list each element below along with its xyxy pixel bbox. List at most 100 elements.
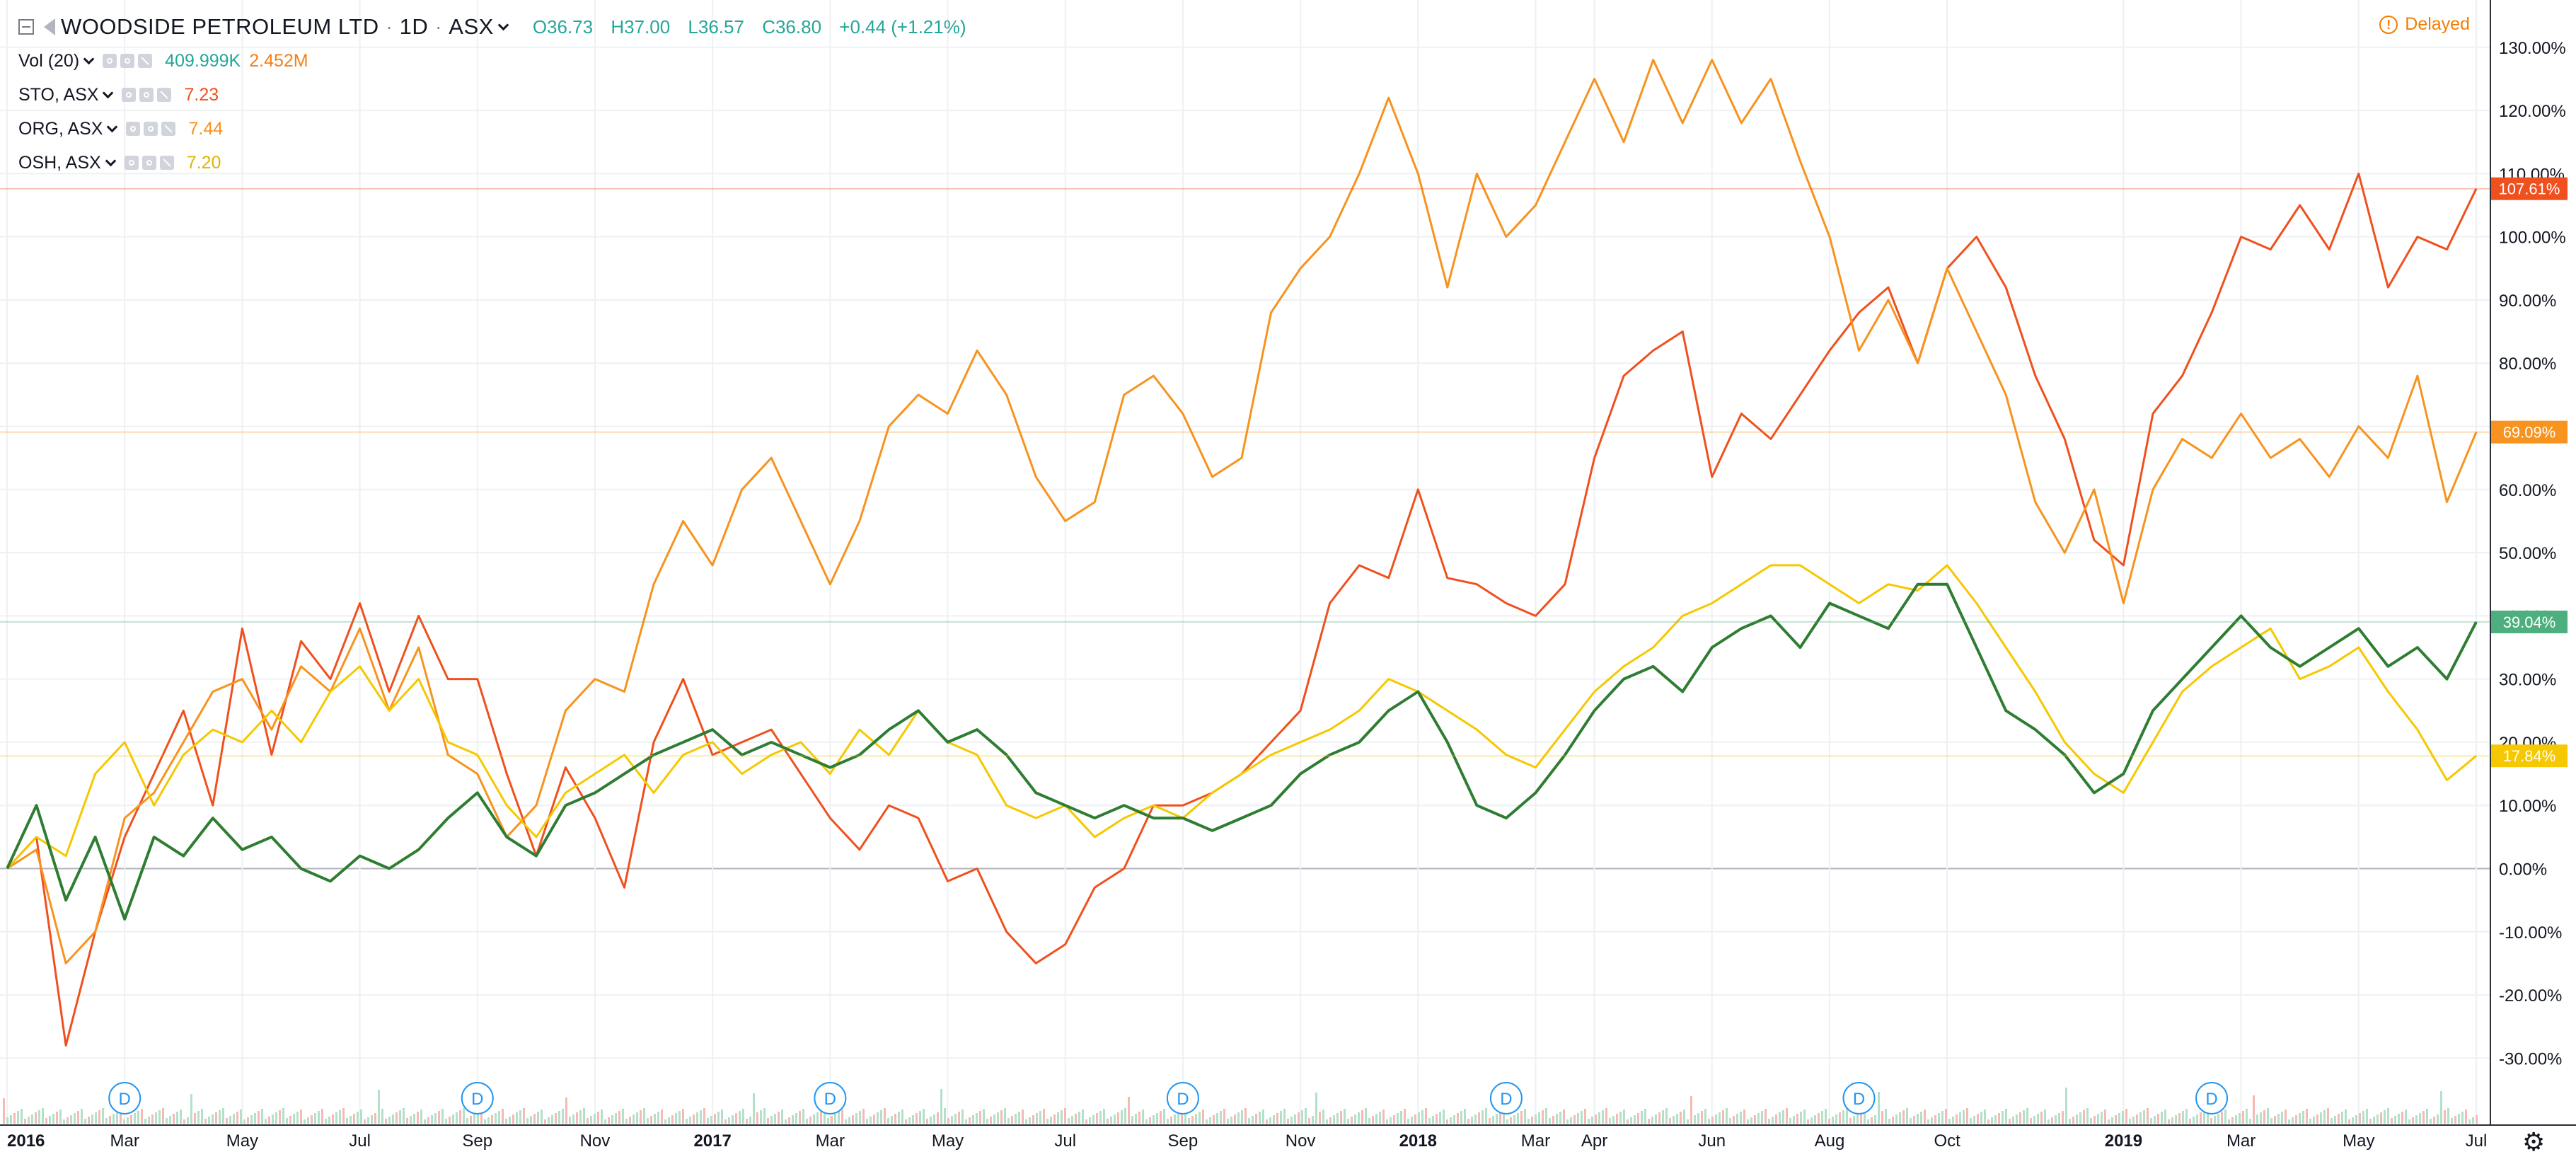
volume-bar [130,1115,132,1124]
comparison-controls[interactable] [124,156,174,170]
volume-bar [2200,1112,2202,1124]
comparison-label[interactable]: STO, ASX [18,84,99,105]
comparison-controls[interactable] [126,122,176,136]
volume-bar [459,1110,461,1124]
series-lines [6,59,2478,1047]
volume-bar [229,1116,231,1124]
volume-bar [2277,1114,2280,1124]
volume-bar [1188,1118,1190,1124]
eye-icon[interactable] [103,54,117,68]
volume-bar [1563,1110,1565,1124]
volume-bar [247,1117,249,1124]
indicator-controls[interactable] [103,54,153,68]
close-icon[interactable] [138,54,153,68]
volume-bar [1184,1108,1186,1124]
volume-bar [2171,1117,2173,1124]
volume-bar [770,1116,773,1124]
volume-bar [1499,1112,1501,1124]
dividend-marker[interactable] [1842,1082,1876,1114]
volume-row: Vol (20) 409.999K 2.452M [18,44,966,78]
settings-icon[interactable] [144,122,158,136]
settings-icon[interactable] [120,54,135,68]
dividend-marker-label: D [824,1090,836,1109]
flag-icon[interactable] [44,18,55,35]
eye-icon[interactable] [122,88,137,102]
volume-bar [1085,1119,1087,1124]
volume-bar [2040,1112,2043,1124]
volume-bar [537,1112,539,1124]
volume-bar [576,1112,578,1124]
close-icon[interactable] [161,122,176,136]
dividend-marker[interactable] [461,1082,494,1114]
volume-bar [643,1108,645,1124]
volume-bar [169,1116,171,1124]
volume-bar [954,1114,957,1124]
volume-bar [1163,1109,1165,1124]
y-tick-label: -20.00% [2499,986,2562,1005]
dividend-marker[interactable] [108,1082,141,1114]
close-icon[interactable] [157,88,172,102]
volume-bar [2415,1115,2418,1124]
symbol-title[interactable]: WOODSIDE PETROLEUM LTD [61,14,379,39]
volume-bar [1641,1111,1643,1124]
delayed-indicator[interactable]: ! Delayed [2379,14,2470,35]
chevron-down-icon[interactable] [83,53,95,64]
volume-bar [2125,1109,2127,1124]
volume-bar [1991,1117,1993,1124]
eye-icon[interactable] [126,122,141,136]
chevron-down-icon[interactable] [497,19,509,30]
volume-bar [2376,1114,2379,1124]
eye-icon[interactable] [124,156,139,170]
x-tick-label: 2019 [2105,1131,2142,1151]
volume-bar [1690,1096,1692,1124]
volume-bar [792,1115,794,1124]
volume-bar [1082,1110,1084,1124]
volume-bar [1474,1114,1477,1124]
gear-icon[interactable]: ⚙ [2522,1127,2546,1156]
volume-bar [788,1117,790,1124]
volume-bar [236,1112,238,1124]
dividend-marker[interactable] [1166,1082,1199,1114]
comparison-label[interactable]: ORG, ASX [18,118,103,139]
comparison-label[interactable]: OSH, ASX [18,152,101,173]
open-value: O36.73 [532,16,594,38]
volume-bar [321,1109,323,1124]
price-axis[interactable]: 130.00%120.00%110.00%100.00%90.00%80.00%… [2499,39,2566,1069]
x-tick-label: Jul [2466,1131,2488,1151]
volume-bar [2193,1117,2195,1124]
settings-icon[interactable] [141,156,156,170]
dividend-marker[interactable] [1489,1082,1523,1114]
volume-bar [2444,1110,2446,1124]
chevron-down-icon[interactable] [105,155,116,166]
volume-bar [1467,1119,1469,1124]
chevron-down-icon[interactable] [103,87,114,98]
volume-bar [1039,1111,1041,1124]
time-axis[interactable]: 2016 Mar May Jul Sep Nov 2017 Mar May Jul Sep Nov 20… [7,1131,2487,1151]
volume-label[interactable]: Vol (20) [18,50,80,71]
volume-bar [1255,1114,1257,1124]
chevron-down-icon[interactable] [107,121,118,132]
volume-bar [2097,1114,2099,1124]
comparison-controls[interactable] [122,88,172,102]
dividend-marker[interactable] [2195,1082,2229,1114]
volume-bar [746,1119,748,1124]
value-badge-label: 69.09% [2503,424,2556,442]
volume-bar [452,1114,454,1124]
volume-bar [208,1117,210,1124]
close-icon[interactable] [159,156,174,170]
volume-bar [2235,1115,2237,1124]
settings-icon[interactable] [139,88,154,102]
volume-bar [1064,1108,1066,1124]
dividend-marker[interactable] [814,1082,847,1114]
collapse-icon[interactable] [18,19,34,35]
exchange-label[interactable]: ASX [449,14,494,39]
volume-bar [2090,1118,2092,1124]
volume-bar [1199,1112,1201,1124]
volume-bar [611,1115,613,1124]
volume-bar [325,1119,327,1124]
interval-label[interactable]: 1D [399,14,429,39]
volume-bar [28,1117,30,1124]
comparison-value: 7.44 [188,118,224,139]
